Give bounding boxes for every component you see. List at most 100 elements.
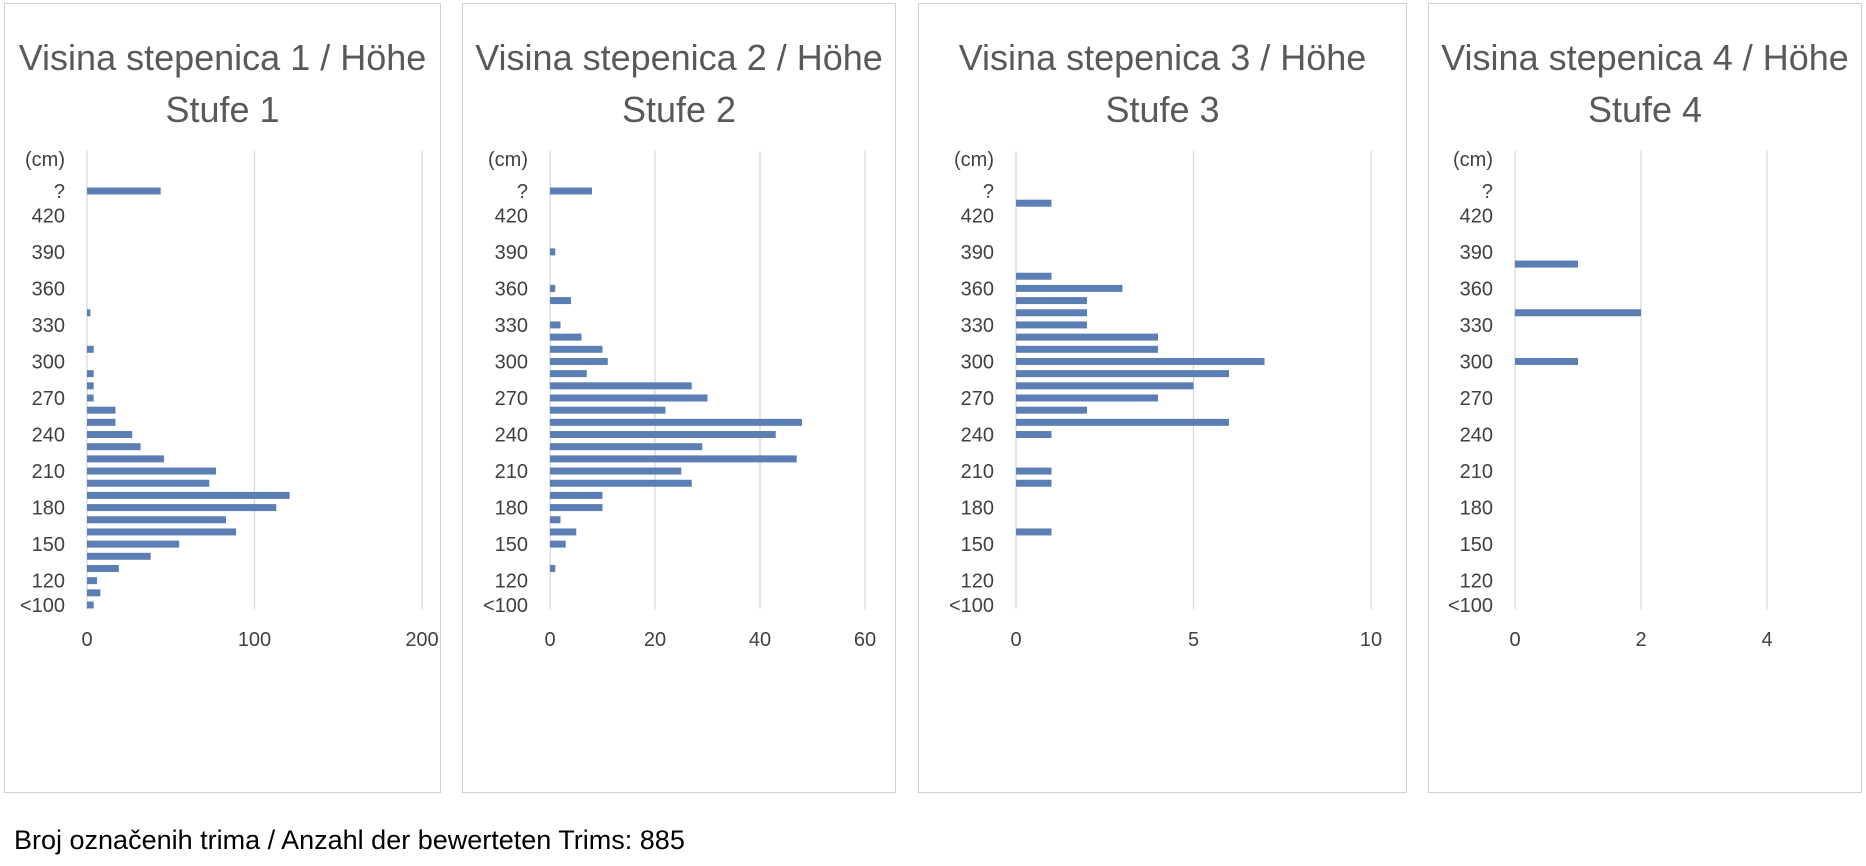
y-tick-label: 300 — [961, 351, 994, 373]
bar — [550, 528, 577, 536]
bar — [550, 248, 556, 256]
bar — [550, 187, 592, 195]
y-tick-label: 420 — [32, 205, 65, 227]
bar — [1016, 321, 1087, 329]
bar — [87, 528, 237, 536]
bar — [1016, 431, 1052, 439]
bar — [87, 564, 119, 572]
bar — [1016, 333, 1158, 341]
y-tick-label: 120 — [495, 571, 528, 593]
bar — [1016, 370, 1229, 378]
bar — [87, 504, 277, 512]
bar — [550, 431, 776, 439]
chart-panel-4: Visina stepenica 4 / Höhe Stufe 4 (cm) <1… — [1428, 3, 1862, 793]
bar — [550, 418, 802, 426]
bar — [87, 491, 290, 499]
bar — [550, 370, 587, 378]
bar — [550, 455, 797, 463]
y-tick-label: 270 — [32, 388, 65, 410]
bar — [550, 564, 556, 572]
y-tick-label: 120 — [32, 571, 65, 593]
bar — [1016, 297, 1087, 305]
bar — [1016, 309, 1087, 317]
y-tick-label: 150 — [1460, 534, 1493, 556]
bar — [1016, 345, 1158, 353]
y-tick-label: <100 — [483, 595, 528, 617]
bar — [87, 577, 98, 585]
bar — [87, 552, 151, 560]
bar — [1515, 309, 1641, 317]
chart-title: Visina stepenica 4 / Höhe Stufe 4 — [1441, 37, 1849, 130]
bar — [87, 455, 165, 463]
bar — [550, 297, 571, 305]
y-tick-label: 180 — [961, 498, 994, 520]
y-tick-label: 210 — [1460, 461, 1493, 483]
bar — [87, 345, 94, 353]
bar — [87, 516, 227, 524]
bar — [1515, 260, 1578, 268]
bar — [550, 333, 582, 341]
x-tick-label: 0 — [544, 629, 555, 651]
y-tick-label: 390 — [1460, 242, 1493, 264]
bar — [87, 418, 116, 426]
bar — [87, 443, 141, 451]
y-tick-label: 270 — [1460, 388, 1493, 410]
y-tick-label: 120 — [961, 571, 994, 593]
bar — [550, 540, 566, 548]
y-tick-label: <100 — [949, 595, 994, 617]
bar — [1016, 467, 1052, 475]
y-tick-label: 420 — [495, 205, 528, 227]
chart-panel-1: Visina stepenica 1 / Höhe Stufe 1 (cm) <1… — [4, 3, 441, 793]
y-tick-label: 270 — [961, 388, 994, 410]
y-tick-label: 360 — [1460, 278, 1493, 300]
y-tick-label: 240 — [32, 425, 65, 447]
y-tick-label: 180 — [32, 498, 65, 520]
y-tick-label: 240 — [1460, 425, 1493, 447]
y-tick-label: 360 — [961, 278, 994, 300]
y-tick-label: 270 — [495, 388, 528, 410]
x-tick-label: 100 — [238, 629, 271, 651]
chart-title: Visina stepenica 3 / Höhe Stufe 3 — [958, 37, 1367, 130]
bar — [550, 479, 692, 487]
y-tick-label: ? — [517, 181, 528, 203]
y-tick-label: 150 — [32, 534, 65, 556]
y-tick-label: 180 — [495, 498, 528, 520]
bar — [87, 382, 94, 390]
bar — [550, 516, 561, 524]
y-unit-label: (cm) — [25, 149, 65, 171]
chart-panel-3: Visina stepenica 3 / Höhe Stufe 3 (cm) <1… — [918, 3, 1407, 793]
bar — [1016, 418, 1229, 426]
x-tick-label: 10 — [1360, 629, 1382, 651]
bar — [87, 479, 210, 487]
y-tick-label: ? — [983, 181, 994, 203]
bar — [1016, 394, 1158, 402]
y-tick-label: 420 — [1460, 205, 1493, 227]
chart-title: Visina stepenica 2 / Höhe Stufe 2 — [475, 37, 883, 130]
x-tick-label: 2 — [1635, 629, 1646, 651]
bar — [87, 394, 94, 402]
y-tick-label: 330 — [495, 315, 528, 337]
y-tick-label: 330 — [1460, 315, 1493, 337]
y-tick-label: 240 — [961, 425, 994, 447]
bar — [550, 357, 608, 365]
bar — [87, 467, 216, 475]
bar — [1016, 357, 1265, 365]
y-tick-label: 210 — [495, 461, 528, 483]
y-tick-label: 390 — [961, 242, 994, 264]
x-tick-label: 60 — [854, 629, 876, 651]
bar-chart-4: (cm)<10012015018021024027030033036039042… — [1448, 149, 1773, 651]
bar — [550, 443, 703, 451]
x-tick-label: 200 — [405, 629, 438, 651]
bar — [1016, 199, 1052, 207]
bar — [550, 467, 682, 475]
y-tick-label: 300 — [495, 351, 528, 373]
x-tick-label: 5 — [1188, 629, 1199, 651]
bar — [550, 345, 603, 353]
y-tick-label: 240 — [495, 425, 528, 447]
y-unit-label: (cm) — [954, 149, 994, 171]
bar — [1016, 528, 1052, 536]
y-tick-label: 420 — [961, 205, 994, 227]
y-tick-label: ? — [54, 181, 65, 203]
y-tick-label: 390 — [495, 242, 528, 264]
